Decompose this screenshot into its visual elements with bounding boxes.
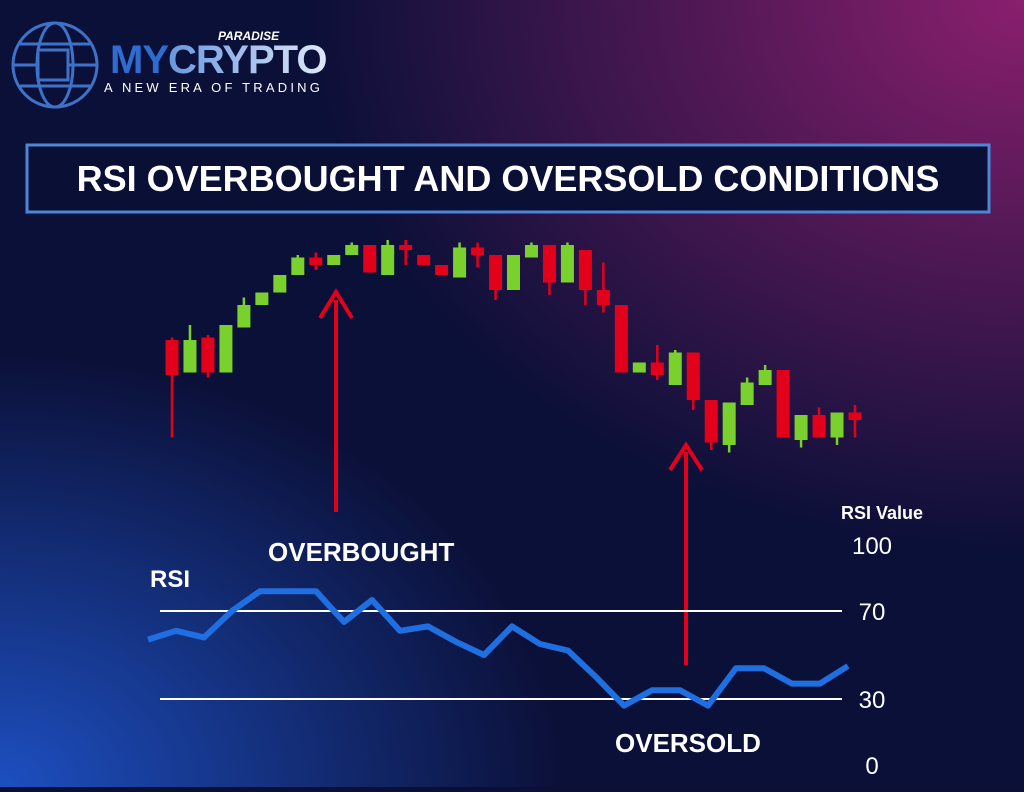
arrow [318,288,704,665]
candle-body [183,340,197,373]
candle-body [722,402,736,445]
candle-body [489,255,503,290]
candle-body [704,400,718,443]
logo-subtitle: PARADISE [218,29,280,43]
candle-body [291,257,305,275]
candle-body [560,245,574,283]
candle-body [309,257,323,265]
candle-body [596,290,610,305]
candle-body [327,255,341,265]
candle-body [417,255,431,265]
logo-brand: MYCRYPTO [110,38,326,82]
candle-body [524,245,538,258]
candle-body [255,292,269,305]
candle-body [219,325,233,373]
candle-body [507,255,520,290]
y-tick-label: 30 [859,687,886,714]
candle-body [812,415,826,438]
candle-body [758,370,772,385]
logo-tagline: A NEW ERA OF TRADING [104,80,323,95]
candle-body [345,245,359,255]
title-box [25,143,991,214]
y-axis-label: RSI Value [841,503,923,523]
rsi-line [147,588,850,709]
candle-body [650,362,664,375]
title: RSI OVERBOUGHT AND OVERSOLD CONDITIONS [77,158,940,199]
candle-body [830,412,844,438]
candle-body [686,352,700,400]
candle-body [776,370,790,438]
candle-body [453,247,467,278]
candle-body [578,250,592,290]
candle-body [201,337,215,373]
y-tick-label: 100 [852,533,892,560]
y-tick-label: 0 [865,753,878,780]
annotation: OVERSOLD [615,728,761,758]
candle-body [794,415,808,440]
candle-body [381,245,395,275]
logo-icon [11,21,99,109]
candle-body [237,305,251,328]
candle-body [435,265,449,275]
candle-body [668,352,682,385]
candle-body [740,382,754,405]
candle-body [273,275,287,293]
candle-body [363,245,377,273]
candle-body [632,362,646,373]
legend-label: RSI [150,566,190,593]
candle-body [471,247,485,255]
candle-body [848,412,862,420]
y-tick-label: 70 [859,599,886,626]
candle-body [399,245,413,250]
candle-body [542,245,556,283]
plot: 0 30 70 100 [147,240,892,780]
annotation: OVERBOUGHT [268,537,454,567]
candle-body [165,340,179,375]
candle-body [614,305,628,373]
